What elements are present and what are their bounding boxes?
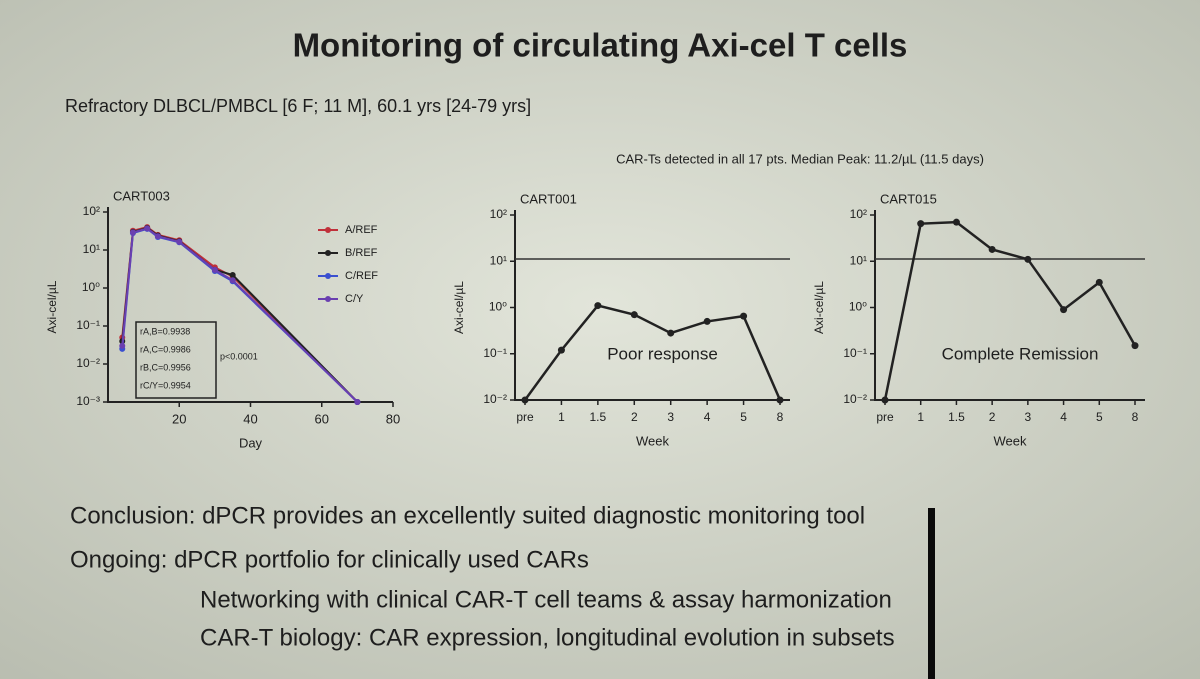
point: [129, 229, 136, 236]
stat-annotation: rB,C=0.9956: [140, 362, 191, 372]
stat-annotation: rA,B=0.9938: [140, 326, 190, 336]
point: [1131, 342, 1139, 350]
x-tick-label: 1.5: [590, 410, 607, 424]
point: [354, 399, 361, 405]
stat-annotation: rC/Y=0.9954: [140, 380, 191, 390]
stat-annotation: rA,C=0.9986: [140, 344, 191, 354]
y-axis-label: Axi-cel/µL: [45, 280, 59, 333]
series-line: [883, 220, 1137, 401]
x-tick-label: 20: [172, 411, 186, 426]
y-tick-label: 10²: [490, 207, 507, 221]
x-tick-label: 80: [386, 411, 400, 426]
x-tick-label: 5: [740, 410, 747, 424]
y-tick-label: 10⁻¹: [843, 346, 867, 360]
annotation: Complete Remission: [942, 344, 1099, 363]
point: [557, 346, 565, 354]
y-tick-label: 10⁻²: [483, 392, 507, 406]
slide-title: Monitoring of circulating Axi-cel T cell…: [293, 27, 908, 64]
point: [119, 342, 126, 349]
x-tick-label: 3: [667, 410, 674, 424]
y-tick-label: 10²: [850, 207, 867, 221]
point: [881, 396, 889, 404]
y-tick-label: 10⁻¹: [76, 318, 100, 332]
chart-title: CART015: [880, 191, 937, 206]
y-tick-label: 10¹: [490, 253, 507, 267]
point: [667, 329, 675, 337]
y-axis-label: Axi-cel/µL: [452, 281, 466, 334]
x-tick-label: 8: [1132, 410, 1139, 424]
text-line: Conclusion: dPCR provides an excellently…: [70, 502, 865, 529]
point: [229, 277, 236, 284]
point: [521, 396, 529, 404]
point: [917, 220, 925, 228]
legend-marker: [325, 227, 331, 233]
point: [740, 312, 748, 320]
point: [703, 317, 711, 325]
stat-annotation: p<0.0001: [220, 351, 258, 361]
point: [1024, 255, 1032, 263]
point: [630, 311, 638, 319]
x-axis-label: Day: [239, 435, 263, 450]
legend-label: B/REF: [345, 247, 378, 259]
point: [776, 396, 784, 404]
text-line: Networking with clinical CAR-T cell team…: [200, 586, 892, 613]
y-tick-label: 10⁻¹: [483, 346, 507, 360]
x-tick-label: pre: [876, 410, 894, 424]
x-tick-label: 4: [704, 410, 711, 424]
point: [211, 266, 218, 273]
y-tick-label: 10¹: [83, 242, 100, 256]
text-line: CAR-T biology: CAR expression, longitudi…: [200, 624, 895, 651]
x-tick-label: 40: [243, 411, 257, 426]
legend-marker: [325, 296, 331, 302]
point: [594, 302, 602, 310]
slide-subtitle: Refractory DLBCL/PMBCL [6 F; 11 M], 60.1…: [65, 96, 531, 116]
y-tick-label: 10²: [83, 204, 100, 218]
point: [229, 271, 236, 278]
y-tick-label: 10¹: [850, 253, 867, 267]
y-tick-label: 10⁻³: [76, 394, 100, 408]
annotation: Poor response: [607, 344, 718, 363]
point: [1060, 306, 1068, 314]
x-tick-label: 1: [558, 410, 565, 424]
x-tick-label: 2: [631, 410, 638, 424]
point: [176, 238, 183, 245]
x-tick-label: 3: [1025, 410, 1032, 424]
y-tick-label: 10⁰: [489, 300, 507, 314]
x-axis-label: Week: [636, 433, 669, 448]
slide-note: CAR-Ts detected in all 17 pts. Median Pe…: [616, 151, 984, 166]
stats-box: [135, 321, 217, 399]
pole: [928, 508, 935, 679]
text-line: Ongoing: dPCR portfolio for clinically u…: [70, 546, 589, 573]
y-tick-label: 10⁰: [82, 280, 100, 294]
series-line: [523, 304, 782, 401]
x-tick-label: 4: [1060, 410, 1067, 424]
x-tick-label: 60: [315, 411, 329, 426]
point: [154, 233, 161, 240]
legend-label: A/REF: [345, 224, 378, 236]
x-tick-label: 5: [1096, 410, 1103, 424]
y-tick-label: 10⁰: [849, 300, 867, 314]
x-tick-label: 1.5: [948, 410, 965, 424]
point: [144, 225, 151, 232]
x-tick-label: 1: [917, 410, 924, 424]
y-tick-label: 10⁻²: [76, 356, 100, 370]
x-tick-label: pre: [516, 410, 534, 424]
chart-title: CART001: [520, 191, 577, 206]
x-tick-label: 2: [989, 410, 996, 424]
legend-label: C/REF: [345, 270, 378, 282]
point: [1095, 278, 1103, 286]
y-axis-label: Axi-cel/µL: [812, 281, 826, 334]
point: [988, 245, 996, 253]
y-tick-label: 10⁻²: [843, 392, 867, 406]
x-tick-label: 8: [777, 410, 784, 424]
point: [952, 218, 960, 226]
x-axis-label: Week: [994, 433, 1027, 448]
chart-title: CART003: [113, 188, 170, 203]
legend-marker: [325, 273, 331, 279]
legend-label: C/Y: [345, 293, 364, 305]
legend-marker: [325, 250, 331, 256]
